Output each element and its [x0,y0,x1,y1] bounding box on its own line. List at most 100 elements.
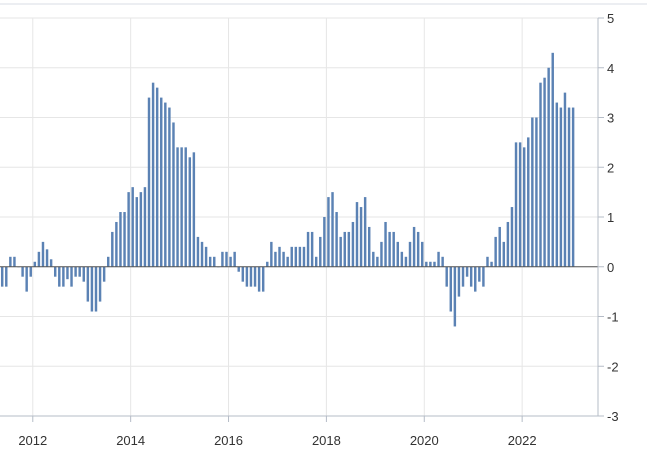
bar [380,241,383,267]
bars [0,52,575,327]
bar [70,266,73,287]
bar [49,259,53,267]
bar [131,187,134,267]
bar [494,236,497,267]
bar [261,266,265,292]
bar [327,197,330,267]
bar [384,221,387,267]
bar [351,221,355,267]
bar [298,246,302,267]
bar [498,226,501,267]
bar [482,266,485,287]
bar [314,256,318,267]
bar [213,256,216,267]
x-tick-label: 2014 [116,433,145,448]
y-tick-label: -2 [607,359,619,374]
bar [331,192,334,267]
bar [13,256,16,267]
bar [319,236,322,267]
bar [339,236,342,267]
bar [164,102,167,267]
bar [168,107,171,267]
bar [535,117,538,267]
bar [274,251,277,267]
x-tick-label: 2016 [214,433,243,448]
y-axis-ticks: -3 -2 -1 0 1 2 3 4 5 [598,11,619,424]
y-tick-label: 2 [607,160,614,175]
bar [469,266,473,287]
bar [221,251,224,267]
bar [474,266,477,292]
bar [359,207,363,267]
bar [416,231,420,267]
bar [453,266,457,327]
bar [66,266,69,280]
bar [461,266,465,287]
y-gridlines [0,17,598,417]
bar [278,246,281,267]
bar [543,77,546,267]
bar [514,142,518,267]
x-axis-ticks: 2012 2014 2016 2018 2020 2022 [18,416,537,448]
bar [465,266,469,277]
bar [421,241,424,267]
y-tick-label: 1 [607,210,614,225]
bar [135,197,138,267]
bar [270,241,273,267]
bar [147,97,151,267]
bar [555,102,559,267]
bar [160,97,163,267]
bar [192,152,196,267]
bar [200,241,204,267]
bar [111,231,114,267]
bar [547,67,550,267]
bar [257,266,261,292]
bar [237,266,240,272]
bar [363,197,367,267]
x-tick-label: 2022 [508,433,537,448]
y-tick-label: -3 [607,409,619,424]
bar [388,231,391,267]
bar [441,256,444,267]
bar [245,266,249,287]
bar [286,256,289,267]
bar [522,147,526,267]
bar [123,212,126,267]
bar [233,251,236,267]
y-tick-label: 0 [607,260,614,275]
bar [433,261,436,267]
bar [347,231,351,267]
bar [478,266,481,282]
bar [139,192,143,267]
bar [102,266,106,282]
bar [225,251,228,267]
bar [0,266,4,287]
bar [335,212,338,267]
bar [94,266,98,312]
bar [408,241,412,267]
bar [302,246,306,267]
bar [396,241,399,267]
bar [510,207,514,267]
bar [204,246,208,267]
bar [176,147,179,267]
bar [518,142,522,267]
bar [368,226,371,267]
bar [323,217,326,267]
x-tick-label: 2018 [312,433,341,448]
bar [98,266,102,302]
bar [29,266,32,277]
bar [282,251,285,267]
bar [143,187,147,267]
bar [563,92,567,267]
bar [449,266,453,312]
bar [196,236,200,267]
bar [306,231,310,267]
bar [90,266,94,312]
bar [5,266,8,287]
bar [412,226,416,267]
bar [172,122,175,267]
bar [527,137,530,267]
bar [376,256,379,267]
bar [62,266,65,287]
